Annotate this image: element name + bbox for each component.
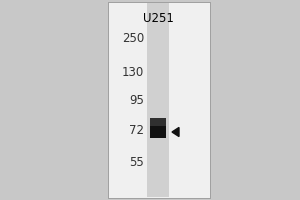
- Text: 72: 72: [129, 123, 144, 136]
- Text: U251: U251: [142, 12, 173, 25]
- Text: 95: 95: [129, 94, 144, 106]
- Bar: [147, 3, 169, 197]
- Bar: [150, 126, 166, 138]
- Text: 55: 55: [129, 156, 144, 168]
- Bar: [150, 118, 166, 126]
- Bar: [108, 2, 210, 198]
- Text: 250: 250: [122, 31, 144, 45]
- Polygon shape: [172, 127, 179, 137]
- Text: 130: 130: [122, 66, 144, 79]
